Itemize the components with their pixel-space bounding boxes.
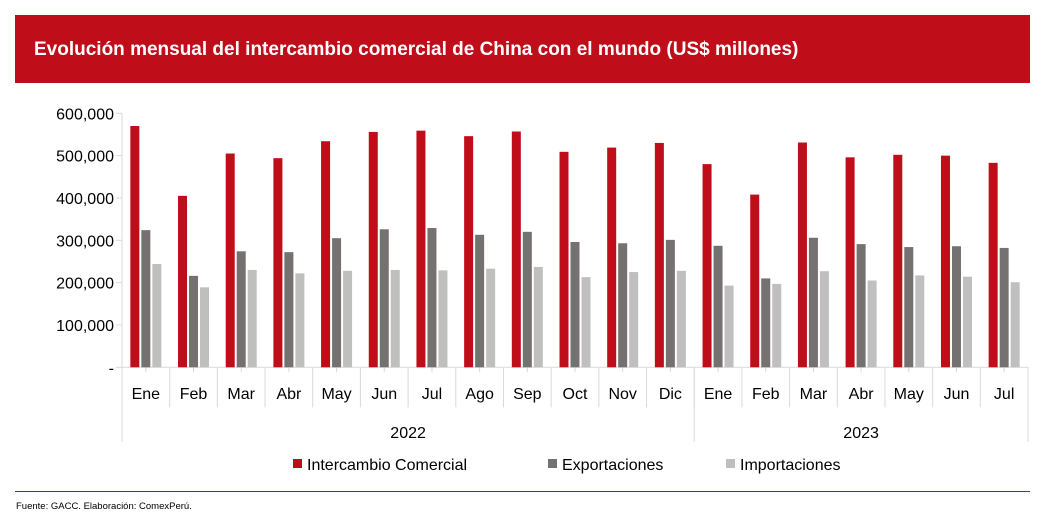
legend-label: Importaciones <box>740 457 841 474</box>
x-tick-label: Jul <box>994 386 1014 403</box>
x-tick-label: Ene <box>132 386 161 403</box>
x-tick-label: May <box>321 386 351 403</box>
bar-importaciones <box>676 270 686 368</box>
bar-importaciones <box>867 280 877 368</box>
bar-exportaciones <box>618 243 628 368</box>
bar-importaciones <box>152 264 162 368</box>
bar-intercambio-comercial <box>750 194 760 368</box>
group-label: 2022 <box>390 425 426 442</box>
title-bar: Evolución mensual del intercambio comerc… <box>15 15 1030 83</box>
bar-intercambio-comercial <box>511 131 521 368</box>
legend-swatch <box>548 459 557 468</box>
bar-exportaciones <box>761 278 771 368</box>
bar-importaciones <box>486 268 496 368</box>
bar-intercambio-comercial <box>321 141 331 368</box>
bar-intercambio-comercial <box>654 142 664 368</box>
x-tick-label: Jul <box>422 386 442 403</box>
x-tick-label: Mar <box>800 386 828 403</box>
bar-exportaciones <box>236 251 246 368</box>
bar-importaciones <box>915 275 925 368</box>
bar-exportaciones <box>999 247 1009 368</box>
bar-intercambio-comercial <box>988 162 998 368</box>
x-tick-label: May <box>894 386 924 403</box>
bar-exportaciones <box>379 229 389 368</box>
bar-exportaciones <box>141 230 151 368</box>
y-tick-label: 600,000 <box>56 106 114 123</box>
bar-intercambio-comercial <box>225 153 235 368</box>
bar-importaciones <box>295 273 305 368</box>
bar-intercambio-comercial <box>178 195 188 368</box>
bar-importaciones <box>962 276 972 368</box>
bar-importaciones <box>772 283 782 368</box>
bar-intercambio-comercial <box>130 126 140 368</box>
bar-exportaciones <box>189 275 199 368</box>
legend-swatch <box>293 459 302 468</box>
x-tick-label: Feb <box>180 386 208 403</box>
bar-importaciones <box>1010 282 1020 368</box>
bar-importaciones <box>247 269 257 368</box>
bar-importaciones <box>819 271 829 368</box>
bar-exportaciones <box>951 246 961 368</box>
bar-intercambio-comercial <box>607 147 617 368</box>
x-tick-label: Abr <box>276 386 302 403</box>
x-tick-label: Jun <box>371 386 397 403</box>
bar-exportaciones <box>332 238 342 368</box>
bar-importaciones <box>724 285 734 368</box>
y-tick-label: 100,000 <box>56 318 114 335</box>
group-label: 2023 <box>843 425 879 442</box>
y-tick-label: 400,000 <box>56 191 114 208</box>
bar-exportaciones <box>570 241 580 368</box>
x-tick-label: Feb <box>752 386 780 403</box>
bar-exportaciones <box>904 247 914 368</box>
bar-intercambio-comercial <box>797 142 807 368</box>
bar-exportaciones <box>427 228 437 368</box>
bar-exportaciones <box>475 234 485 368</box>
legend-swatch <box>726 459 735 468</box>
bar-importaciones <box>438 270 448 368</box>
footer-divider <box>15 491 1030 492</box>
bar-exportaciones <box>856 244 866 368</box>
x-tick-label: Ago <box>465 386 494 403</box>
chart-title: Evolución mensual del intercambio comerc… <box>34 39 799 60</box>
x-tick-label: Oct <box>563 386 588 403</box>
x-tick-label: Dic <box>659 386 682 403</box>
bar-intercambio-comercial <box>368 131 378 368</box>
y-tick-label: 300,000 <box>56 233 114 250</box>
source-note: Fuente: GACC. Elaboración: ComexPerú. <box>16 501 192 512</box>
bar-intercambio-comercial <box>273 158 283 368</box>
x-tick-label: Jun <box>944 386 970 403</box>
x-tick-label: Mar <box>227 386 255 403</box>
bar-intercambio-comercial <box>416 130 426 368</box>
x-tick-label: Ene <box>704 386 733 403</box>
bar-exportaciones <box>808 237 818 368</box>
bar-intercambio-comercial <box>940 155 950 368</box>
bar-exportaciones <box>665 239 675 368</box>
legend-label: Exportaciones <box>562 457 663 474</box>
legend-label: Intercambio Comercial <box>307 457 467 474</box>
bar-importaciones <box>629 272 639 368</box>
x-tick-label: Sep <box>513 386 542 403</box>
bar-intercambio-comercial <box>702 164 712 368</box>
bar-intercambio-comercial <box>559 151 569 368</box>
y-tick-label: - <box>109 360 114 377</box>
bar-importaciones <box>200 287 210 368</box>
bar-intercambio-comercial <box>893 154 903 368</box>
y-tick-label: 200,000 <box>56 276 114 293</box>
bar-importaciones <box>343 270 353 368</box>
x-tick-label: Nov <box>608 386 636 403</box>
bar-intercambio-comercial <box>464 136 474 368</box>
y-tick-label: 500,000 <box>56 149 114 166</box>
bar-importaciones <box>390 269 400 368</box>
x-tick-label: Abr <box>849 386 875 403</box>
bar-exportaciones <box>522 231 532 368</box>
bar-exportaciones <box>284 252 294 368</box>
bar-importaciones <box>581 277 591 368</box>
bar-exportaciones <box>713 245 723 368</box>
bar-intercambio-comercial <box>845 157 855 368</box>
bar-importaciones <box>533 266 543 368</box>
